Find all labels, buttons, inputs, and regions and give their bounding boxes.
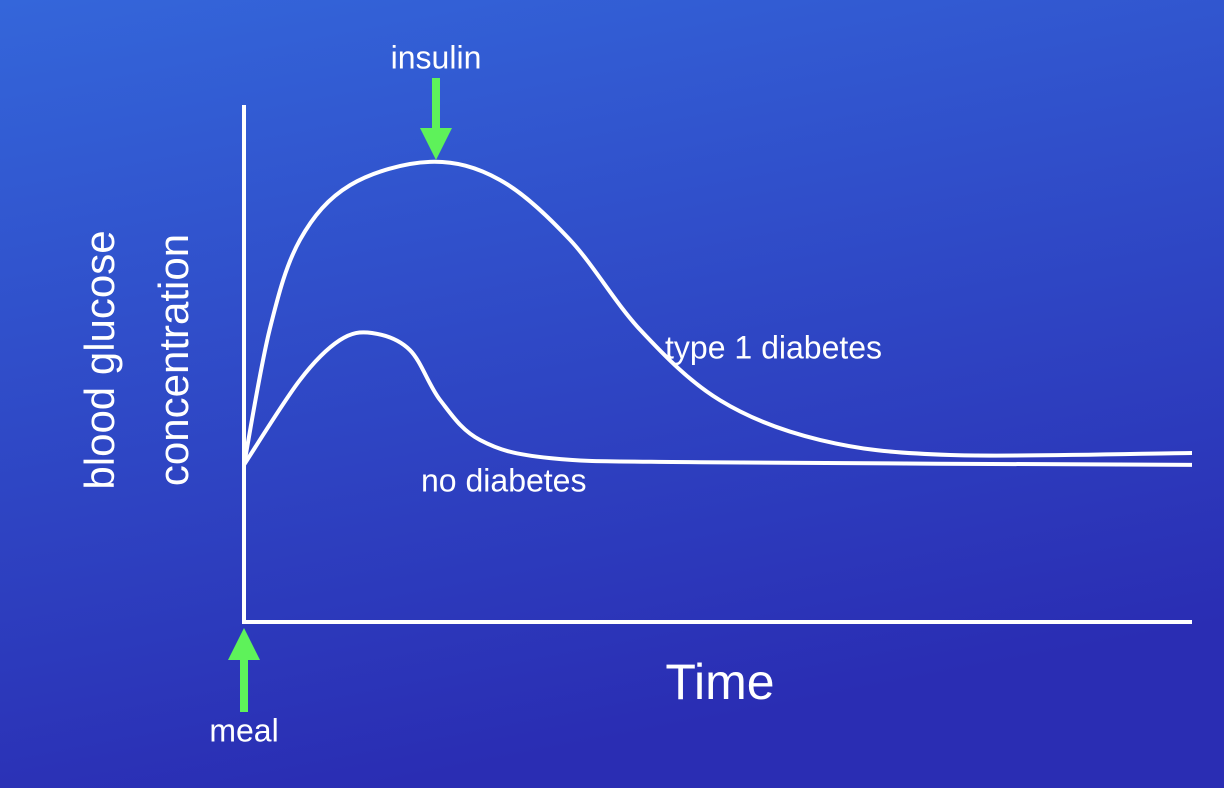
series-line bbox=[242, 330, 1193, 467]
y-axis-title-line: blood glucose bbox=[76, 230, 123, 489]
annotation: meal bbox=[209, 712, 278, 748]
series-line bbox=[242, 159, 1193, 466]
arrow-shaft bbox=[240, 656, 248, 712]
series-label: type 1 diabetes bbox=[665, 329, 882, 365]
series-label: no diabetes bbox=[421, 462, 586, 498]
arrow-head bbox=[228, 628, 260, 660]
annotation: insulin bbox=[391, 39, 482, 75]
arrow-head bbox=[420, 128, 452, 160]
y-axis-title: blood glucose concentration bbox=[76, 230, 197, 489]
y-axis-title-line: concentration bbox=[150, 234, 197, 486]
x-axis-title: Time bbox=[665, 654, 774, 710]
arrow-shaft bbox=[432, 78, 440, 130]
